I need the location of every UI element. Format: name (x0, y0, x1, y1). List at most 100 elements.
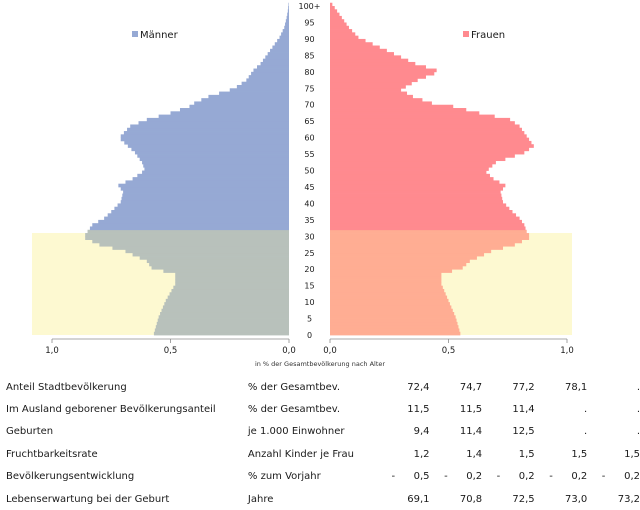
age-tick-label: 75 (304, 84, 314, 93)
bar-frauen-age-58 (330, 140, 532, 145)
stats-value: 72,5 (512, 493, 535, 505)
bar-maenner-age-89 (277, 38, 289, 43)
bar-maenner-age-22 (146, 259, 289, 264)
bar-maenner-age-6 (160, 312, 289, 316)
stats-value-sign (386, 376, 395, 398)
bar-maenner-age-20 (151, 265, 289, 270)
stats-value: 77,2 (512, 381, 535, 393)
bar-maenner-age-96 (286, 15, 289, 20)
stats-value: 0,2 (466, 471, 483, 483)
bar-frauen-age-21 (330, 262, 467, 267)
stats-value-sign (438, 421, 447, 443)
bar-maenner-age-86 (270, 48, 289, 53)
bar-frauen-age-25 (330, 249, 492, 254)
bar-frauen-age-74 (330, 88, 402, 92)
stats-value-sign (596, 398, 605, 420)
bar-frauen-age-36 (330, 213, 517, 217)
bar-frauen-age-90 (330, 35, 359, 40)
bar-maenner-age-3 (156, 321, 289, 326)
bar-maenner-age-45 (118, 183, 289, 188)
bar-maenner-age-44 (120, 186, 289, 191)
bar-frauen-age-43 (330, 190, 501, 194)
stats-value-sign (491, 376, 500, 398)
stats-spacer (482, 376, 491, 398)
bar-maenner-age-54 (137, 154, 289, 158)
bar-frauen-age-24 (330, 252, 485, 257)
bar-frauen-age-28 (330, 239, 522, 244)
bar-maenner-age-78 (248, 75, 289, 79)
bar-maenner-age-62 (127, 127, 289, 132)
bar-maenner-age-25 (125, 249, 289, 254)
bar-frauen-age-2 (330, 325, 459, 329)
bar-frauen-age-38 (330, 206, 510, 211)
bar-maenner-age-65 (146, 117, 289, 122)
bar-maenner-age-49 (142, 170, 289, 175)
age-tick-label: 20 (304, 265, 314, 274)
bar-maenner-age-75 (236, 84, 289, 89)
bar-maenner-age-13 (171, 288, 289, 293)
bar-frauen-age-99 (330, 6, 335, 10)
bar-frauen-age-84 (330, 55, 402, 60)
age-tick-label: 50 (304, 167, 314, 176)
age-tick-label: 95 (304, 18, 314, 27)
bar-maenner-age-47 (132, 177, 289, 181)
bar-frauen-age-42 (330, 193, 502, 198)
bar-frauen-age-16 (330, 279, 442, 283)
bar-maenner-age-94 (285, 22, 289, 27)
age-tick-label: 60 (304, 134, 314, 143)
stats-row-unit: Jahre (247, 493, 274, 505)
stats-value-sign (596, 443, 605, 465)
bar-frauen-age-91 (330, 32, 356, 37)
age-tick-label: 70 (304, 101, 314, 110)
stats-spacer (430, 376, 439, 398)
bar-frauen-age-33 (330, 223, 525, 227)
stats-value-sign: - (549, 471, 553, 483)
bar-frauen-age-87 (330, 45, 380, 50)
x-tick-label-left: 0,0 (282, 346, 296, 356)
bar-frauen-age-61 (330, 131, 525, 135)
age-tick-label: 30 (304, 232, 314, 241)
bar-maenner-age-38 (114, 206, 289, 211)
bar-frauen-age-29 (330, 236, 530, 240)
bar-frauen-age-95 (330, 19, 345, 23)
age-tick-label: 45 (304, 183, 314, 192)
bar-frauen-age-17 (330, 275, 442, 280)
bar-maenner-age-53 (139, 157, 289, 162)
stats-spacer (587, 443, 596, 465)
bar-maenner-age-4 (157, 318, 289, 323)
age-tick-label: 90 (304, 35, 314, 44)
bar-maenner-age-34 (98, 219, 289, 224)
population-pyramid-chart: 1,0 0,5 0,0 0,0 0,5 1,0 0 5 10 15 20 25 30 35 40 45 50 5… (32, 2, 574, 356)
bar-maenner-age-0 (153, 331, 289, 336)
bar-frauen-age-3 (330, 321, 458, 326)
x-tick-label-right: 1,0 (560, 346, 574, 356)
stats-row-unit: % der Gesamtbev. (247, 381, 341, 393)
stats-value: 0,2 (624, 471, 640, 483)
bar-frauen-age-41 (330, 196, 503, 201)
bar-maenner-age-32 (89, 226, 289, 231)
bar-frauen-age-70 (330, 101, 432, 106)
stats-value: 12,5 (512, 426, 535, 438)
stats-value: 73,2 (617, 493, 640, 505)
bar-maenner-age-97 (287, 12, 289, 17)
stats-spacer (430, 398, 439, 420)
age-tick-label: 35 (304, 216, 314, 225)
bar-frauen-age-100 (330, 2, 333, 7)
stats-value-sign (438, 398, 447, 420)
bar-maenner-age-80 (253, 68, 289, 73)
bar-maenner-age-84 (265, 55, 289, 60)
bar-frauen-age-53 (330, 157, 506, 162)
bar-frauen-age-96 (330, 15, 342, 20)
bar-maenner-age-30 (85, 233, 290, 237)
bar-maenner-age-85 (267, 52, 289, 56)
stats-value-sign: - (391, 471, 396, 483)
age-tick-label: 100+ (299, 2, 321, 11)
x-tick-label-right: 0,5 (442, 346, 456, 356)
bar-maenner-age-73 (219, 91, 289, 96)
bar-frauen-age-44 (330, 186, 504, 191)
bar-maenner-age-66 (158, 114, 289, 119)
bar-frauen-age-82 (330, 61, 416, 66)
bar-frauen-age-14 (330, 285, 443, 290)
bar-maenner-age-33 (92, 223, 289, 227)
stats-row-label: Bevölkerungsentwicklung (6, 471, 135, 483)
